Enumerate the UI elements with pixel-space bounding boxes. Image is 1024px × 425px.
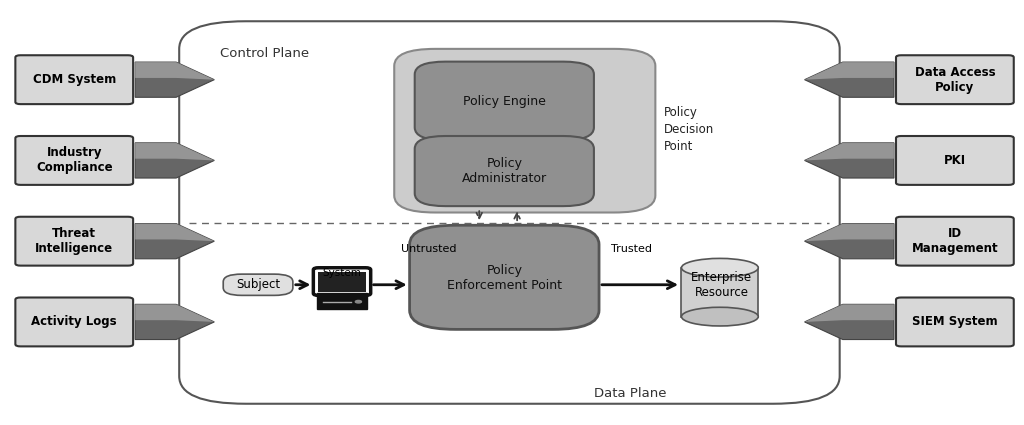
Text: Data Plane: Data Plane xyxy=(594,387,666,399)
FancyBboxPatch shape xyxy=(896,55,1014,104)
FancyBboxPatch shape xyxy=(313,268,371,295)
Text: Trusted: Trusted xyxy=(611,244,652,254)
FancyBboxPatch shape xyxy=(415,136,594,206)
FancyBboxPatch shape xyxy=(318,272,366,292)
Polygon shape xyxy=(805,143,894,178)
Bar xyxy=(682,268,758,317)
Ellipse shape xyxy=(682,307,758,326)
FancyBboxPatch shape xyxy=(223,274,293,295)
Polygon shape xyxy=(135,143,214,161)
Text: Enterprise
Resource: Enterprise Resource xyxy=(691,271,753,299)
Text: Subject: Subject xyxy=(236,278,281,291)
Text: Activity Logs: Activity Logs xyxy=(32,315,117,329)
Polygon shape xyxy=(135,62,214,97)
Polygon shape xyxy=(135,143,214,178)
Circle shape xyxy=(355,300,361,303)
Polygon shape xyxy=(805,304,894,322)
Text: Policy
Administrator: Policy Administrator xyxy=(462,157,548,185)
Polygon shape xyxy=(805,62,894,97)
Text: Data Access
Policy: Data Access Policy xyxy=(914,66,995,94)
Polygon shape xyxy=(135,224,214,259)
FancyBboxPatch shape xyxy=(15,217,133,266)
Polygon shape xyxy=(135,62,214,80)
FancyBboxPatch shape xyxy=(15,298,133,346)
FancyBboxPatch shape xyxy=(896,136,1014,185)
FancyBboxPatch shape xyxy=(15,55,133,104)
Text: Policy Engine: Policy Engine xyxy=(464,95,546,108)
Polygon shape xyxy=(805,224,894,241)
FancyBboxPatch shape xyxy=(896,217,1014,266)
Text: Threat
Intelligence: Threat Intelligence xyxy=(35,227,114,255)
Text: Policy
Enforcement Point: Policy Enforcement Point xyxy=(447,264,562,292)
Text: System: System xyxy=(323,268,361,278)
Text: SIEM System: SIEM System xyxy=(912,315,997,329)
Text: PKI: PKI xyxy=(944,154,966,167)
Text: Policy
Decision
Point: Policy Decision Point xyxy=(664,106,714,153)
Polygon shape xyxy=(805,224,894,259)
Text: Industry
Compliance: Industry Compliance xyxy=(36,147,113,174)
Text: CDM System: CDM System xyxy=(33,73,116,86)
Bar xyxy=(317,293,367,309)
Text: Untrusted: Untrusted xyxy=(401,244,457,254)
Text: Control Plane: Control Plane xyxy=(220,47,309,60)
Polygon shape xyxy=(805,143,894,161)
Ellipse shape xyxy=(682,258,758,277)
FancyBboxPatch shape xyxy=(15,136,133,185)
Polygon shape xyxy=(805,62,894,80)
FancyBboxPatch shape xyxy=(415,62,594,140)
Polygon shape xyxy=(135,304,214,340)
Polygon shape xyxy=(805,304,894,340)
Polygon shape xyxy=(135,304,214,322)
FancyBboxPatch shape xyxy=(179,21,840,404)
FancyBboxPatch shape xyxy=(410,225,599,329)
FancyBboxPatch shape xyxy=(394,49,655,212)
FancyBboxPatch shape xyxy=(896,298,1014,346)
Text: ID
Management: ID Management xyxy=(911,227,998,255)
Polygon shape xyxy=(135,224,214,241)
